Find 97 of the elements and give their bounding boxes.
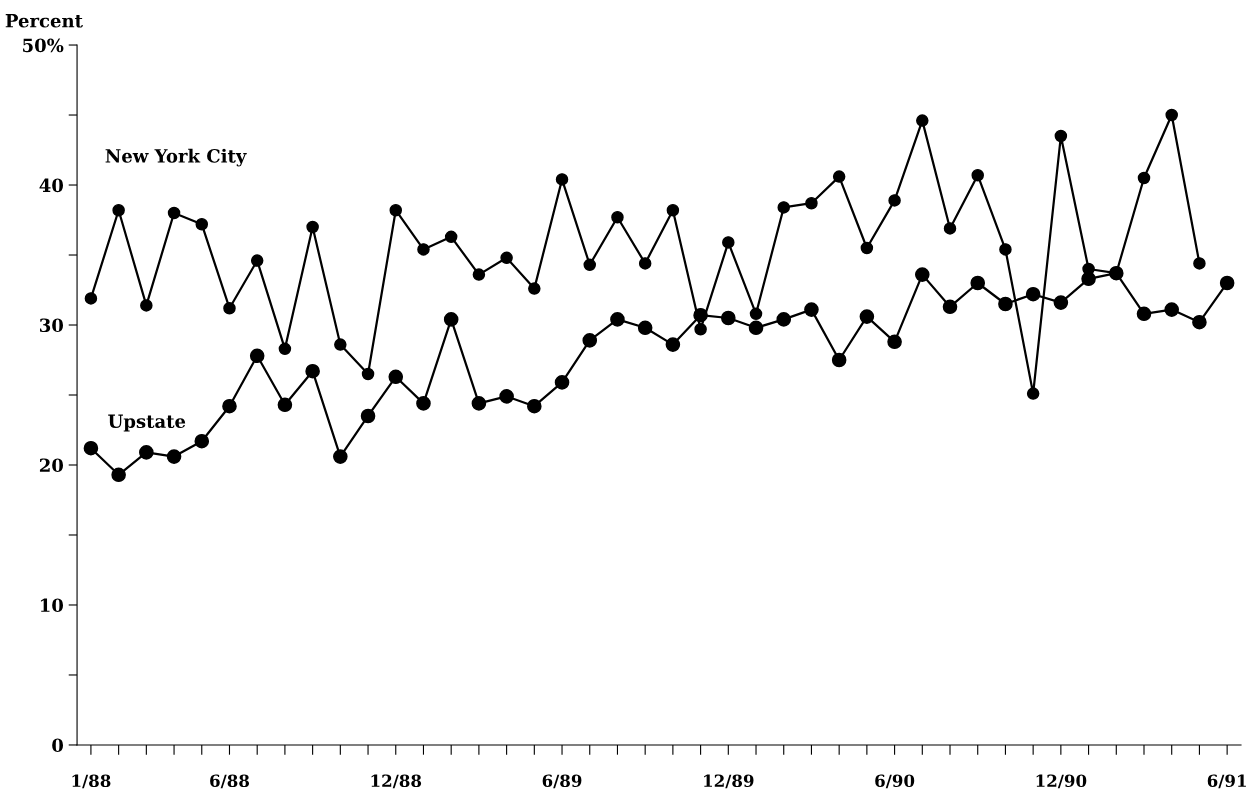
point xyxy=(250,254,264,267)
x-tick-label: 6/89 xyxy=(542,774,582,789)
point xyxy=(444,230,458,244)
x-tick-label: 12/90 xyxy=(1036,774,1087,789)
point xyxy=(776,312,792,327)
point xyxy=(223,301,236,315)
point xyxy=(140,299,153,312)
point xyxy=(194,433,210,449)
point xyxy=(860,241,874,255)
point xyxy=(334,338,347,351)
point xyxy=(804,302,819,317)
point xyxy=(195,217,209,231)
point xyxy=(998,296,1013,312)
point xyxy=(1192,314,1207,330)
y-tick-label: 50% xyxy=(23,38,64,53)
point xyxy=(859,309,875,324)
point xyxy=(499,389,514,404)
x-tick-label: 6/91 xyxy=(1207,774,1246,789)
point xyxy=(360,408,376,424)
point xyxy=(389,203,403,217)
point xyxy=(999,243,1012,256)
point xyxy=(777,201,790,214)
point xyxy=(527,398,542,414)
point xyxy=(1165,108,1178,122)
point xyxy=(693,307,708,323)
point xyxy=(611,210,624,224)
y-axis-title: Percent xyxy=(5,14,83,28)
point xyxy=(721,310,736,326)
point xyxy=(555,173,569,186)
point xyxy=(748,320,764,336)
x-tick-label: 12/89 xyxy=(704,774,754,789)
point xyxy=(637,320,653,336)
point xyxy=(361,367,375,381)
point xyxy=(583,258,596,272)
point xyxy=(1054,129,1068,143)
point xyxy=(305,363,320,379)
point xyxy=(1193,257,1206,270)
point xyxy=(582,333,598,348)
y-tick-label: 30 xyxy=(40,318,64,333)
point xyxy=(832,170,846,183)
point xyxy=(554,375,570,390)
point xyxy=(443,312,459,327)
point xyxy=(84,292,98,305)
point xyxy=(528,282,541,295)
point xyxy=(722,236,735,249)
point xyxy=(417,243,430,256)
text: New York City xyxy=(105,148,247,167)
point xyxy=(333,449,348,464)
point xyxy=(915,267,930,282)
point xyxy=(831,352,847,368)
point xyxy=(887,334,902,350)
point xyxy=(167,206,181,220)
x-tick-label: 6/90 xyxy=(875,774,915,789)
point xyxy=(112,203,125,217)
x-tick-label: 6/88 xyxy=(210,774,250,789)
point xyxy=(249,348,265,364)
point xyxy=(388,369,404,385)
point xyxy=(277,397,293,413)
point xyxy=(222,398,237,414)
point xyxy=(971,168,984,182)
series-label: Upstate xyxy=(108,414,186,432)
point xyxy=(111,467,126,483)
x-tick-label: 12/88 xyxy=(371,774,422,789)
point xyxy=(1025,286,1041,302)
point xyxy=(665,337,681,352)
point xyxy=(1053,295,1069,310)
point xyxy=(472,268,486,281)
point xyxy=(970,275,986,291)
point xyxy=(166,449,182,464)
y-tick-label: 20 xyxy=(39,458,64,473)
point xyxy=(666,203,680,217)
point xyxy=(805,196,818,210)
y-tick-label: 0 xyxy=(52,738,64,753)
point xyxy=(1026,387,1040,400)
point xyxy=(139,445,154,460)
point xyxy=(83,440,99,456)
point xyxy=(943,222,957,235)
point xyxy=(942,299,958,315)
point xyxy=(306,220,319,234)
point xyxy=(278,342,292,356)
point xyxy=(1137,171,1151,185)
point xyxy=(500,251,513,265)
point xyxy=(610,312,625,327)
point xyxy=(1081,271,1096,287)
point xyxy=(1164,302,1180,317)
point xyxy=(416,396,431,411)
point xyxy=(1219,275,1235,291)
point xyxy=(471,396,487,411)
point xyxy=(916,114,929,127)
point xyxy=(888,194,901,207)
point xyxy=(694,322,707,336)
point xyxy=(1136,306,1152,322)
point xyxy=(638,257,652,270)
y-tick-label: 10 xyxy=(40,598,64,613)
y-tick-label: 40 xyxy=(39,178,64,193)
point xyxy=(749,307,763,321)
x-tick-label: 1/88 xyxy=(72,774,111,789)
